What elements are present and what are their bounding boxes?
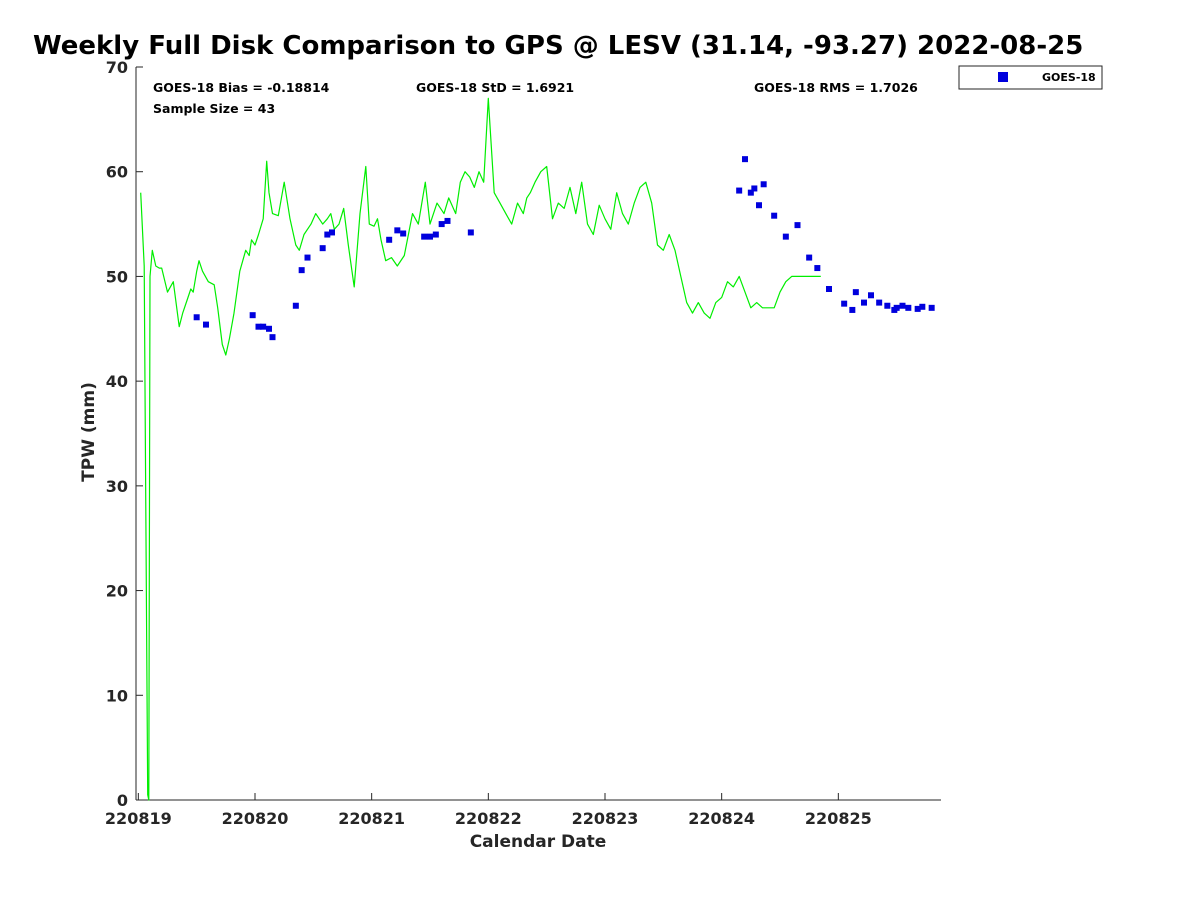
legend: GOES-18 (958, 65, 1103, 90)
chart-title: Weekly Full Disk Comparison to GPS @ LES… (33, 31, 1083, 61)
y-tick-label: 20 (106, 582, 128, 601)
goes18-point (444, 217, 451, 224)
x-tick-label: 220823 (572, 809, 639, 828)
goes18-point (432, 231, 439, 238)
goes18-point (806, 254, 813, 261)
x-tick-label: 220819 (105, 809, 172, 828)
goes18-point (427, 233, 433, 240)
goes18-point (266, 325, 272, 332)
goes18-point (868, 292, 874, 299)
axes: 0 10 20 30 40 50 60 70 220819 220820 220821 220822 2… (105, 58, 941, 828)
goes18-point (782, 233, 789, 240)
goes18-point (884, 302, 891, 309)
goes18-point (193, 314, 200, 321)
y-tick-label: 50 (106, 267, 128, 286)
goes18-point (914, 305, 921, 312)
y-tick-label: 10 (106, 686, 128, 705)
y-tick-label: 0 (117, 791, 128, 810)
goes18-point (438, 221, 445, 228)
goes18-point (304, 254, 311, 261)
goes18-point (292, 302, 299, 309)
rms-stat: GOES-18 RMS = 1.7026 (754, 80, 918, 95)
legend-label: GOES-18 (1042, 71, 1096, 84)
std-stat: GOES-18 StD = 1.6921 (416, 80, 574, 95)
x-tick-label: 220820 (222, 809, 289, 828)
goes18-point (876, 299, 883, 306)
goes18-point (747, 189, 754, 196)
sample-size-stat: Sample Size = 43 (153, 101, 275, 116)
goes18-point (756, 202, 762, 209)
goes18-point (893, 304, 900, 311)
goes18-point (298, 267, 305, 274)
x-tick-label: 220825 (805, 809, 872, 828)
y-tick-label: 40 (106, 372, 128, 391)
goes18-point (400, 230, 407, 237)
legend-box (958, 65, 1103, 90)
x-tick-label: 220824 (688, 809, 755, 828)
x-axis-label: Calendar Date (470, 832, 607, 852)
goes18-point (905, 304, 912, 311)
y-tick-label: 30 (106, 477, 128, 496)
goes18-point (319, 245, 326, 252)
goes18-point (255, 323, 262, 330)
gps-series (140, 97, 821, 801)
goes18-point (394, 227, 401, 234)
goes18-point (852, 289, 859, 296)
goes18-point (421, 233, 428, 240)
goes18-point (751, 185, 758, 192)
bias-stat: GOES-18 Bias = -0.18814 (153, 80, 330, 95)
x-tick-label: 220822 (455, 809, 522, 828)
goes18-points (193, 156, 935, 341)
goes18-point (260, 323, 267, 330)
goes18-point (324, 231, 331, 238)
goes18-point (794, 222, 801, 229)
goes18-point (861, 299, 867, 306)
goes18-point (329, 229, 335, 236)
goes18-point (928, 304, 935, 311)
goes18-point (919, 303, 926, 310)
goes18-point (771, 212, 778, 219)
legend-marker (998, 72, 1008, 82)
goes18-point (249, 312, 256, 319)
goes18-point (814, 265, 821, 272)
goes18-point (742, 156, 748, 163)
goes18-point (467, 229, 474, 236)
gps-line (140, 97, 821, 801)
goes18-point (269, 334, 276, 341)
goes18-point (760, 181, 767, 188)
y-axis-label: TPW (mm) (79, 382, 99, 482)
goes18-point (841, 300, 848, 307)
goes18-point (826, 285, 832, 292)
goes18-point (849, 306, 856, 313)
goes18-point (203, 321, 209, 328)
y-tick-label: 60 (106, 163, 128, 182)
x-tick-label: 220821 (338, 809, 405, 828)
goes18-point (386, 236, 393, 243)
goes18-point (736, 187, 743, 194)
goes18-point (899, 302, 906, 309)
y-tick-label: 70 (106, 58, 128, 77)
